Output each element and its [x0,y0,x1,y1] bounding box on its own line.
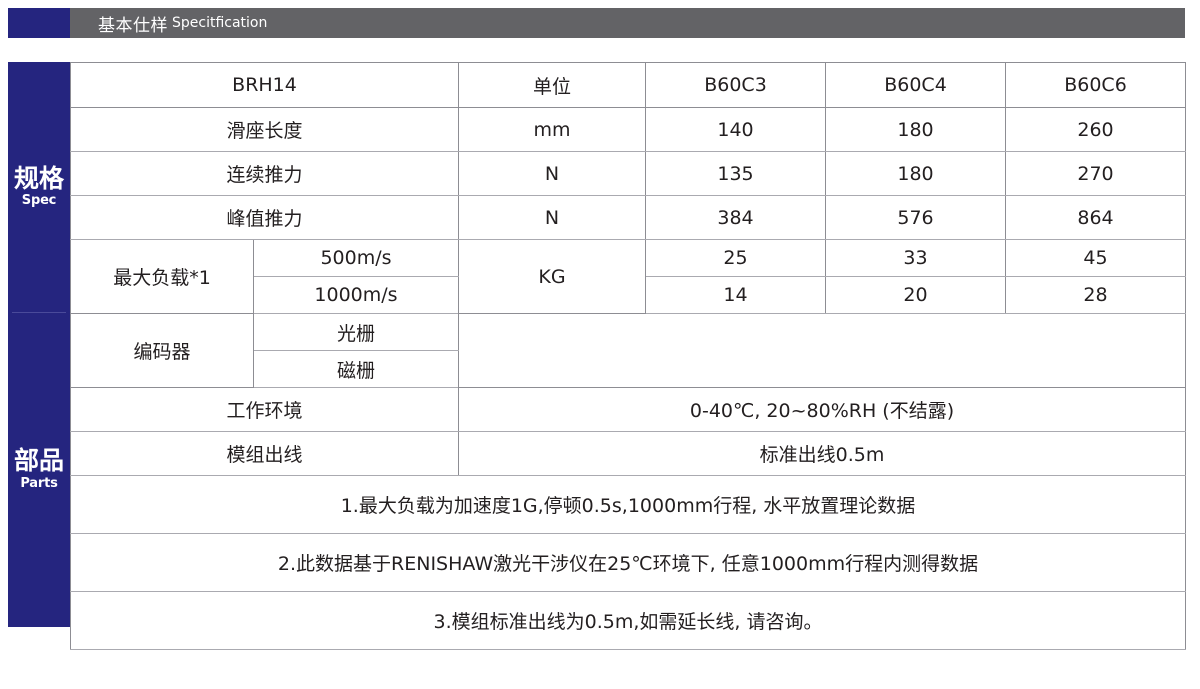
row-label-cable: 模组出线 [69,431,460,476]
row-unit-slider-length: mm [458,107,647,152]
rail-section-spec: 规格 Spec [8,62,70,312]
row-value-continuous-thrust-2: 270 [1005,151,1187,196]
header-title-en: Specitfication [172,15,268,31]
rail-divider [12,312,66,313]
row-value-continuous-thrust-0: 135 [645,151,827,196]
row-value-max-load-1000-1: 20 [825,276,1007,314]
note-2: 2.此数据基于RENISHAW激光干涉仪在25℃环境下, 任意1000mm行程内… [69,533,1187,592]
rail-section-spec-en: Spec [21,193,57,209]
header-model: BRH14 [69,62,460,108]
row-value-cable: 标准出线0.5m [458,431,1187,476]
header-title: 基本仕样 Specitfication [70,11,267,36]
header-column-1: B60C4 [825,62,1007,108]
row-label-peak-thrust: 峰值推力 [69,195,460,240]
row-label-encoder: 编码器 [70,313,254,388]
rail-section-parts: 部品 Parts [8,312,70,627]
row-value-peak-thrust-1: 576 [825,195,1007,240]
row-value-max-load-1000-0: 14 [645,276,827,314]
row-sublabel-encoder-optical: 光栅 [252,313,460,351]
header-column-0: B60C3 [645,62,827,108]
row-value-max-load-500-0: 25 [645,239,827,277]
table-note-row: 2.此数据基于RENISHAW激光干涉仪在25℃环境下, 任意1000mm行程内… [69,533,1187,592]
rail-section-parts-cn: 部品 [13,446,64,476]
row-unit-max-load: KG [458,239,647,314]
row-value-continuous-thrust-1: 180 [825,151,1007,196]
specification-table: BRH14 单位 B60C3 B60C4 B60C6 滑座长度 mm 140 1… [69,62,1187,650]
header-title-cn: 基本仕样 [98,15,168,36]
rail-section-parts-en: Parts [20,475,58,491]
row-sublabel-max-load-500: 500m/s [252,239,460,277]
table-row: 工作环境 0-40℃, 20~80%RH (不结露) [69,387,1187,432]
table-header-row: BRH14 单位 B60C3 B60C4 B60C6 [69,62,1187,108]
row-value-slider-length-2: 260 [1005,107,1187,152]
note-3: 3.模组标准出线为0.5m,如需延长线, 请咨询。 [69,591,1187,650]
table-row: 1000m/s 14 20 28 [71,276,1187,314]
note-1: 1.最大负载为加速度1G,停顿0.5s,1000mm行程, 水平放置理论数据 [69,475,1187,534]
row-label-max-load: 最大负载*1 [70,239,254,314]
table-note-row: 3.模组标准出线为0.5m,如需延长线, 请咨询。 [69,591,1187,650]
header-accent-block [8,8,70,38]
table-row: 最大负载*1 500m/s KG 25 33 45 [70,239,1187,314]
row-value-encoder-blank [458,313,1187,388]
row-label-slider-length: 滑座长度 [69,107,460,152]
row-sublabel-encoder-magnetic: 磁栅 [252,350,460,388]
category-rail: 规格 Spec 部品 Parts [8,62,70,627]
table-row: 连续推力 N 135 180 270 [69,151,1187,196]
row-sublabel-max-load-1000: 1000m/s [252,276,460,314]
row-value-environment: 0-40℃, 20~80%RH (不结露) [458,387,1187,432]
row-value-peak-thrust-2: 864 [1005,195,1187,240]
row-unit-continuous-thrust: N [458,151,647,196]
row-unit-peak-thrust: N [458,195,647,240]
header-column-2: B60C6 [1005,62,1187,108]
table-row: 编码器 光栅 [70,313,1187,388]
table-row: 滑座长度 mm 140 180 260 [69,107,1187,152]
row-value-max-load-500-1: 33 [825,239,1007,277]
table-row: 磁栅 [71,350,1186,388]
table-row: 模组出线 标准出线0.5m [69,431,1187,476]
row-value-slider-length-0: 140 [645,107,827,152]
section-header-band: 基本仕样 Specitfication [8,8,1185,38]
row-value-slider-length-1: 180 [825,107,1007,152]
table-note-row: 1.最大负载为加速度1G,停顿0.5s,1000mm行程, 水平放置理论数据 [69,475,1187,534]
header-unit: 单位 [458,62,647,108]
rail-section-spec-cn: 规格 [13,163,64,193]
header-bar: 基本仕样 Specitfication [70,8,1185,38]
row-value-max-load-500-2: 45 [1005,239,1187,277]
row-value-peak-thrust-0: 384 [645,195,827,240]
row-label-environment: 工作环境 [69,387,460,432]
table-row: 峰值推力 N 384 576 864 [69,195,1187,240]
row-value-max-load-1000-2: 28 [1005,276,1187,314]
row-label-continuous-thrust: 连续推力 [69,151,460,196]
